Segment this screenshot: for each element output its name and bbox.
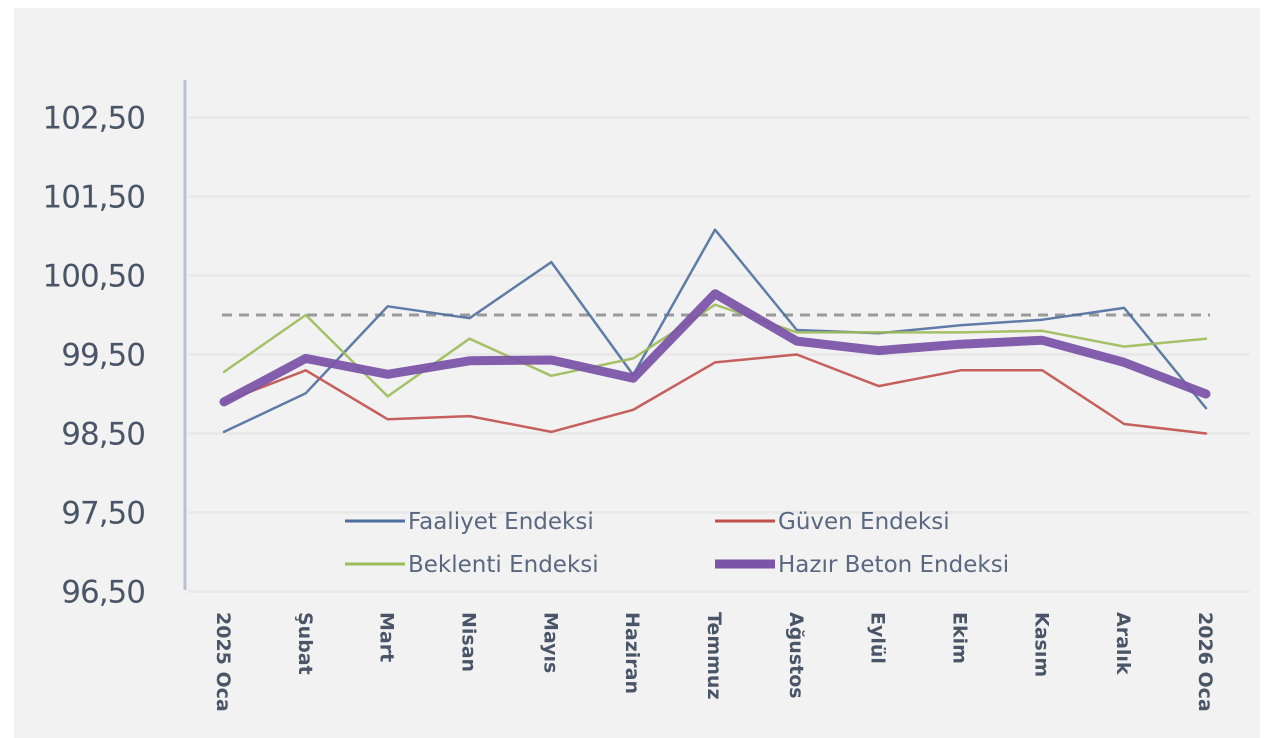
series-line-guven-endeksi — [222, 353, 1208, 435]
x-axis-ticks: 2025 Oca Şubat Mart Nisan Mayıs Haziran Temmuz… — [212, 612, 1216, 712]
data-series — [219, 228, 1211, 435]
x-tick-label: Nisan — [458, 612, 480, 672]
y-tick-label: 96,50 — [61, 575, 145, 611]
x-tick-label: Temmuz — [703, 612, 725, 700]
y-tick-label: 100,50 — [43, 259, 145, 295]
x-tick-label: Eylül — [867, 612, 889, 664]
x-tick-label: Şubat — [294, 612, 316, 675]
y-tick-label: 102,50 — [43, 101, 145, 137]
y-tick-label: 97,50 — [61, 496, 145, 532]
x-tick-label: Haziran — [621, 612, 643, 694]
x-tick-label: Mart — [376, 612, 398, 662]
y-tick-label: 99,50 — [61, 338, 145, 374]
series-line-hazir-beton-endeksi — [219, 289, 1211, 407]
legend: Faaliyet Endeksi Güven Endeksi Beklenti En… — [345, 509, 1009, 578]
line-chart: 102,50 101,50 100,50 99,50 98,50 97,50 96,50 F… — [42, 80, 1250, 712]
legend-label: Güven Endeksi — [778, 509, 950, 535]
x-tick-label: Kasım — [1030, 612, 1052, 677]
y-axis-ticks: 102,50 101,50 100,50 99,50 98,50 97,50 96,50 — [43, 101, 146, 611]
x-tick-label: 2026 Oca — [1194, 612, 1216, 712]
legend-label: Beklenti Endeksi — [408, 552, 599, 578]
x-tick-label: Mayıs — [539, 612, 561, 673]
legend-label: Faaliyet Endeksi — [408, 509, 594, 535]
x-tick-label: Aralık — [1112, 612, 1134, 675]
x-tick-label: Ekim — [949, 612, 971, 664]
series-line-beklenti-endeksi — [222, 303, 1208, 398]
legend-label: Hazır Beton Endeksi — [778, 552, 1009, 578]
gridlines — [188, 116, 1250, 593]
y-tick-label: 98,50 — [61, 417, 145, 453]
x-tick-label: Ağustos — [785, 612, 807, 699]
y-tick-label: 101,50 — [43, 180, 145, 216]
series-line-faaliyet-endeksi — [222, 228, 1208, 434]
x-tick-label: 2025 Oca — [212, 612, 234, 712]
